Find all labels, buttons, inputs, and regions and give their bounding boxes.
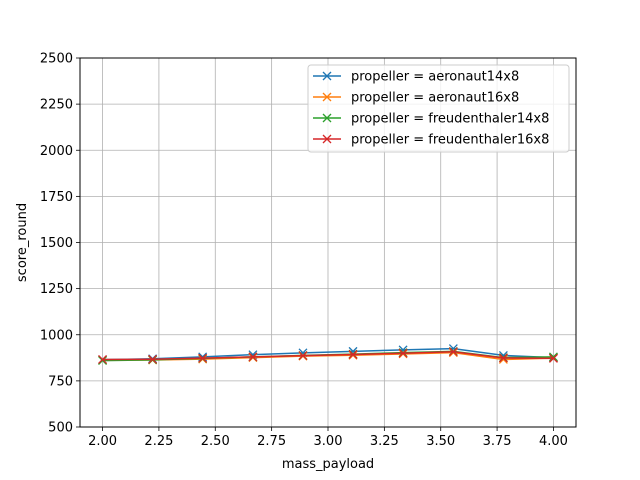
legend-item: propeller = freudenthaler16x8 [313, 133, 549, 148]
x-tick-label: 3.75 [483, 434, 512, 449]
data-point [448, 348, 458, 358]
data-point [248, 352, 258, 362]
data-point [548, 352, 558, 362]
x-axis-label: mass_payload [282, 457, 374, 472]
x-tick-label: 3.00 [314, 434, 343, 449]
data-point [548, 353, 558, 363]
data-point [398, 348, 408, 358]
legend-label: propeller = freudenthaler16x8 [351, 133, 549, 148]
x-tick-label: 2.50 [201, 434, 230, 449]
x-tick-label: 2.00 [88, 434, 117, 449]
y-tick-label: 2500 [40, 52, 73, 67]
legend-box [307, 64, 570, 153]
x-tick-label: 2.25 [144, 434, 173, 449]
ticks: 2.00 2.25 2.50 2.75 3.00 3.25 3.50 3.75 4.00 500 7… [40, 52, 568, 450]
legend-label: propeller = aeronaut14x8 [351, 70, 519, 85]
legend-label: propeller = aeronaut16x8 [351, 91, 519, 106]
x-tick-label: 2.75 [257, 434, 286, 449]
data-point [98, 355, 108, 364]
series-line-4 [102, 350, 554, 361]
y-tick-label: 1750 [40, 190, 73, 205]
data-point [198, 353, 208, 363]
y-tick-label: 2250 [40, 98, 73, 113]
legend-item: propeller = aeronaut14x8 [313, 70, 519, 85]
data-point [348, 350, 358, 359]
y-tick-label: 2000 [40, 144, 73, 159]
y-tick-label: 1000 [40, 328, 73, 343]
data-point [298, 351, 308, 361]
legend: propeller = aeronaut14x8 propeller = aero… [307, 64, 570, 153]
data-point [448, 347, 458, 357]
data-point [98, 356, 108, 366]
y-tick-label: 750 [48, 374, 73, 389]
series-line-1 [102, 347, 554, 361]
y-tick-label: 500 [48, 421, 73, 436]
y-tick-label: 1500 [40, 236, 73, 251]
y-axis-label: score_round [15, 203, 30, 282]
legend-item: propeller = freudenthaler14x8 [313, 112, 549, 127]
x-tick-label: 4.00 [539, 434, 568, 449]
legend-label: propeller = freudenthaler14x8 [351, 112, 549, 127]
legend-item: propeller = aeronaut16x8 [313, 91, 519, 106]
data-point [148, 354, 158, 364]
series-layer [98, 344, 558, 366]
x-tick-label: 3.25 [370, 434, 399, 449]
y-tick-label: 1250 [40, 282, 73, 297]
data-point [498, 353, 508, 363]
x-tick-label: 3.50 [426, 434, 455, 449]
